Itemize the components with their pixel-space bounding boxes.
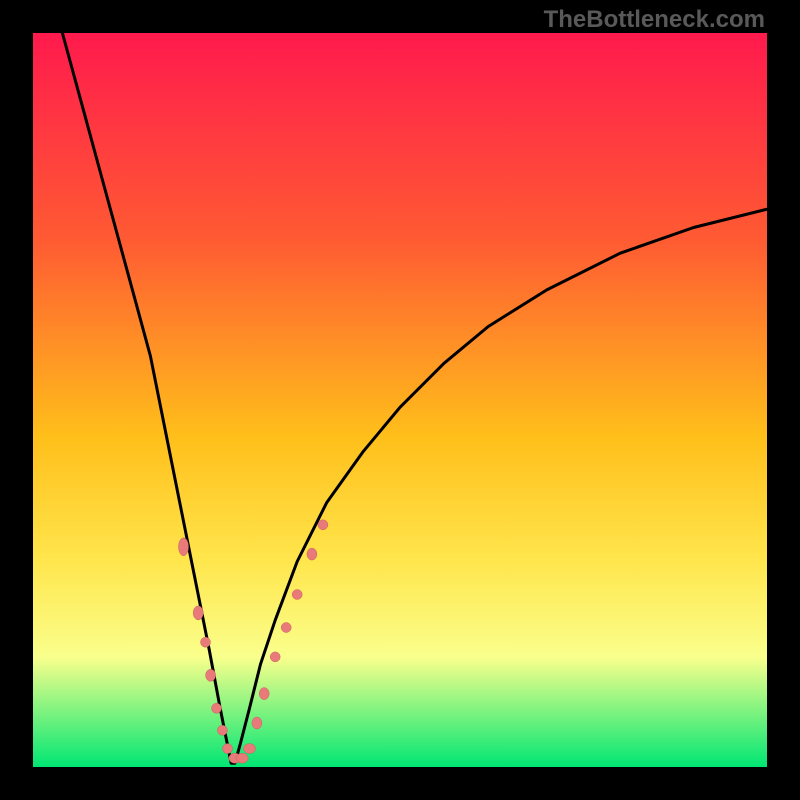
chart-container: TheBottleneck.com xyxy=(0,0,800,800)
watermark-text: TheBottleneck.com xyxy=(544,6,765,34)
plot-gradient-area xyxy=(33,33,767,767)
